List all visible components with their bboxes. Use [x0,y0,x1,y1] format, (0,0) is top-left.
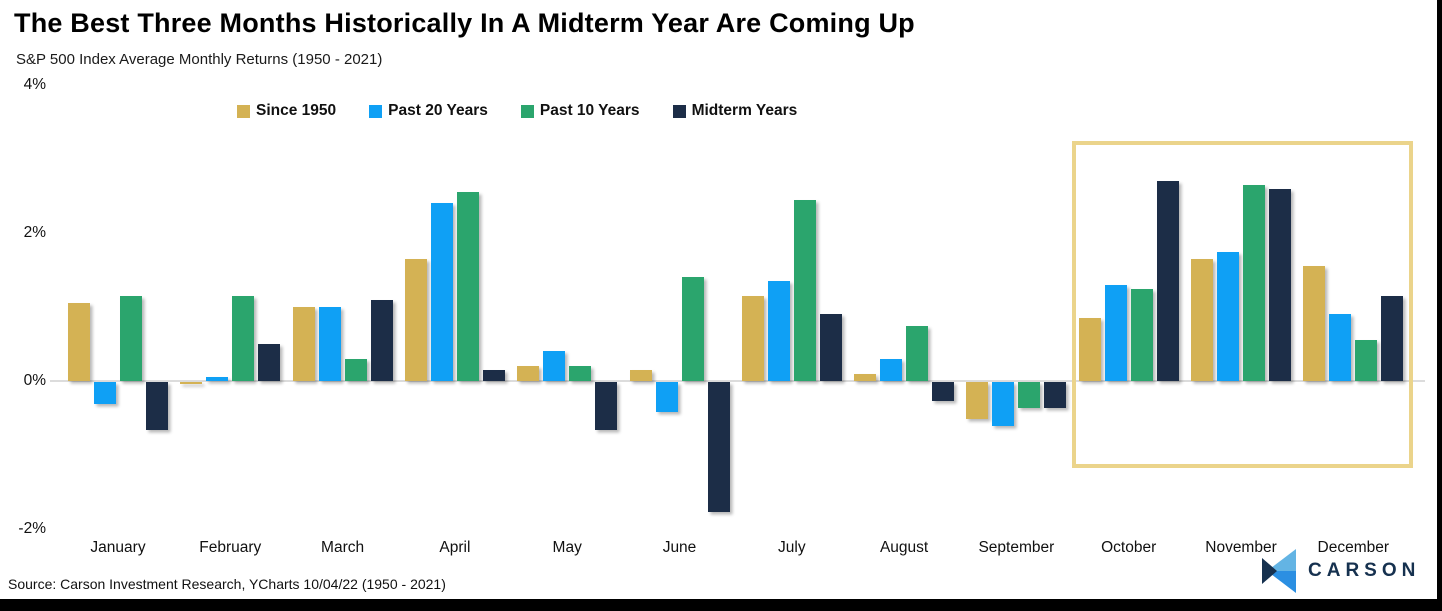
bar-september-past-20-years [992,382,1015,427]
legend-swatch-past-20-years-icon [369,104,383,118]
legend-item-past-20-years: Past 20 Years [369,102,488,120]
y-axis-tick--2-: -2% [18,520,46,537]
bar-november-past-10-years [1243,184,1265,381]
legend-swatch-past-10-years-icon [520,104,534,118]
legend-item-past-10-years: Past 10 Years [520,102,640,120]
legend: Since 1950 Past 20 Years Past 10 Years M… [237,102,797,120]
x-axis-label-september: September [978,539,1055,556]
bar-december-since-1950 [1303,266,1326,381]
bar-april-past-10-years [456,192,479,381]
bar-march-midterm-years [370,299,393,381]
x-axis-label-july: July [778,539,806,556]
chart-subtitle: S&P 500 Index Average Monthly Returns (1… [16,51,383,68]
bar-june-past-20-years [655,382,678,412]
x-axis-label-january: January [90,539,146,556]
bar-august-past-20-years [880,358,903,381]
bar-august-past-10-years [906,325,929,381]
bar-december-past-10-years [1355,340,1378,381]
bar-october-since-1950 [1078,318,1101,381]
bar-may-past-20-years [543,351,566,381]
carson-logo-text: CARSON [1308,560,1421,581]
bar-january-midterm-years [146,382,168,431]
bar-november-since-1950 [1191,258,1213,381]
carson-logo: CARSON [1262,549,1420,593]
bar-march-since-1950 [292,307,315,381]
bar-may-midterm-years [595,382,618,431]
bar-june-past-10-years [681,277,704,381]
x-axis-label-april: April [439,539,471,556]
x-axis-label-august: August [879,539,929,556]
x-axis-label-november: November [1205,539,1277,556]
legend-label: Midterm Years [691,102,798,119]
bar-may-since-1950 [517,366,540,381]
bar-february-past-10-years [232,295,255,381]
bar-february-midterm-years [258,344,281,381]
bar-september-past-10-years [1018,382,1041,408]
y-axis-tick-2-: 2% [23,224,46,241]
page-title: The Best Three Months Historically In A … [14,8,915,38]
bar-july-since-1950 [741,295,764,381]
bar-april-midterm-years [482,369,505,381]
bar-march-past-20-years [318,307,341,381]
bar-september-since-1950 [966,382,989,419]
bar-june-midterm-years [707,382,730,512]
right-border-bar [1437,0,1442,611]
bar-august-since-1950 [854,373,877,381]
legend-label: Past 10 Years [539,102,640,119]
legend-swatch-midterm-years-icon [672,104,686,118]
bar-august-midterm-years [932,382,955,401]
bar-november-midterm-years [1269,188,1291,381]
bar-june-since-1950 [629,369,652,381]
bar-july-past-10-years [793,199,816,381]
zero-gridline [50,380,1425,382]
x-axis-label-february: February [199,539,262,556]
bar-february-past-20-years [206,377,229,381]
legend-item-since-1950: Since 1950 [237,102,336,120]
bar-january-past-20-years [94,382,116,405]
bar-december-past-20-years [1329,314,1352,381]
bar-october-past-10-years [1130,288,1153,381]
bar-april-since-1950 [404,258,427,381]
legend-label: Past 20 Years [388,102,488,119]
bar-july-past-20-years [767,281,790,381]
x-axis-label-december: December [1317,539,1390,556]
y-axis-tick-0-: 0% [23,372,46,389]
bar-july-midterm-years [819,314,842,381]
legend-label: Since 1950 [256,102,337,119]
x-axis-label-may: May [552,539,582,556]
bar-october-past-20-years [1104,284,1127,381]
bar-march-past-10-years [344,358,367,381]
bottom-border-bar [0,599,1442,611]
bar-september-midterm-years [1044,382,1067,408]
y-axis-tick-4-: 4% [23,76,46,93]
bar-december-midterm-years [1381,295,1404,381]
bar-november-past-20-years [1217,251,1239,381]
bar-october-midterm-years [1156,181,1179,381]
x-axis-label-june: June [662,539,697,556]
carson-logo-icon [1262,549,1296,593]
legend-swatch-since-1950-icon [237,104,250,118]
x-axis-label-october: October [1101,539,1157,556]
bar-january-past-10-years [120,295,142,381]
source-attribution: Source: Carson Investment Research, YCha… [8,576,446,592]
x-axis-label-march: March [321,539,365,556]
bar-february-since-1950 [180,382,203,385]
bar-may-past-10-years [569,366,592,381]
bar-january-since-1950 [68,303,90,381]
bar-april-past-20-years [430,203,453,381]
legend-item-midterm-years: Midterm Years [672,102,798,120]
